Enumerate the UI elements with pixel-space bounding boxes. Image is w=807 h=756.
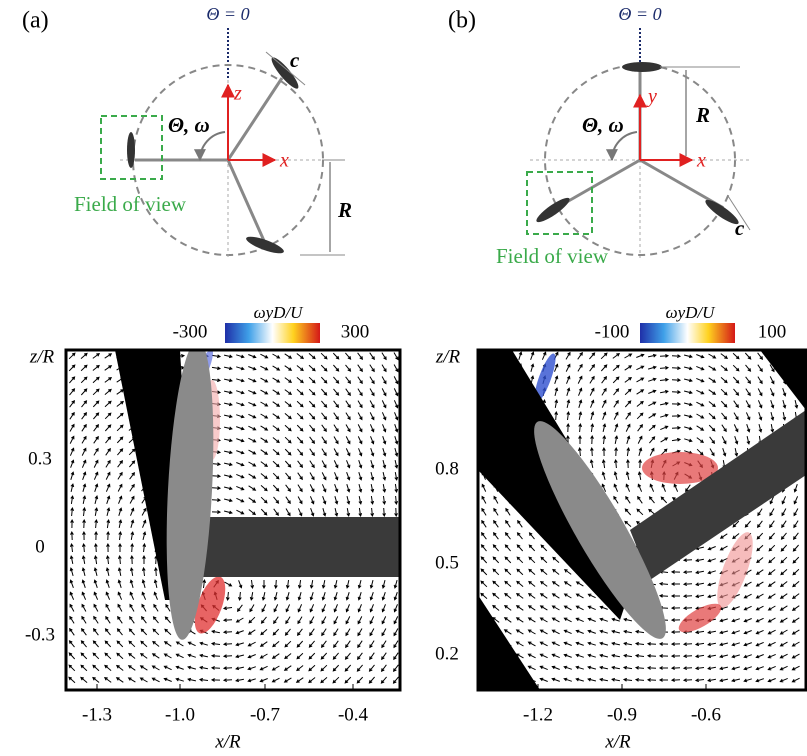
diagram-a: (a) Θ = 0 z x Θ, ω c R Field of view	[22, 4, 352, 258]
colorbar-max: 300	[341, 321, 370, 342]
x-tick-label: -0.6	[691, 704, 721, 725]
shape	[534, 421, 666, 639]
shape	[225, 323, 320, 343]
theta-zero: Θ = 0	[206, 4, 249, 24]
shape	[557, 158, 641, 209]
shape	[536, 197, 570, 223]
colorbar-max: 100	[758, 321, 787, 342]
plot-b: ωyD/U -100 100 z/R x/R -1.2 -0.9 -0.6 0.8 0.…	[435, 303, 807, 752]
shape: -1.2 -0.9 -0.6 0.8 0.5 0.2	[435, 458, 721, 725]
y-tick-label: 0.8	[435, 458, 459, 479]
y-tick-label: 0	[35, 536, 45, 557]
shape	[135, 77, 284, 244]
shape	[265, 51, 306, 86]
shape	[622, 62, 662, 72]
y-label: z/R	[435, 346, 461, 367]
shape	[534, 353, 556, 403]
panel-label: (a)	[22, 8, 49, 34]
shape	[193, 131, 226, 162]
x-label: x/R	[214, 731, 241, 752]
shape	[478, 350, 806, 690]
field-of-view: Field of view	[496, 244, 609, 268]
colorbar-min: -300	[173, 321, 208, 342]
theta-zero: Θ = 0	[618, 4, 661, 24]
radius: R	[695, 103, 710, 127]
x-label: x/R	[604, 731, 631, 752]
shape: -1.3 -1.0 -0.7 -0.4 0.3 0 -0.3	[25, 448, 369, 725]
x-tick-label: -1.3	[82, 704, 112, 725]
plot-a: ωyD/U -300 300 z/R x/R -1.3 -1.0 -0.7 -0.4 0…	[25, 303, 402, 752]
shape	[727, 195, 751, 231]
shape	[127, 132, 135, 168]
shape	[640, 323, 735, 343]
field-of-view: Field of view	[74, 192, 187, 216]
shape	[630, 410, 806, 580]
shape	[526, 171, 593, 235]
colorbar-title: ωyD/U	[666, 303, 717, 322]
shape	[271, 57, 299, 89]
shape	[226, 77, 284, 161]
shape	[166, 350, 214, 640]
y-label: z/R	[29, 346, 55, 367]
chord: c	[735, 216, 745, 240]
shape	[194, 576, 226, 634]
shape	[760, 350, 806, 410]
shape	[642, 452, 718, 484]
chord: c	[290, 48, 300, 72]
shape	[639, 158, 723, 209]
shape	[717, 532, 753, 608]
axis-right: x	[279, 150, 289, 172]
shape	[226, 159, 267, 244]
axis-up: y	[646, 86, 657, 108]
shape	[64, 348, 402, 692]
diagram-b: (b) Θ = 0 y x Θ, ω R c Field of view	[448, 4, 751, 268]
y-tick-label: -0.3	[25, 624, 55, 645]
y-tick-label: 0.2	[435, 643, 459, 664]
x-tick-label: -1.2	[523, 704, 553, 725]
shape	[200, 517, 400, 577]
rotation: Θ, ω	[168, 113, 210, 137]
panel-label: (b)	[448, 8, 476, 34]
shape	[100, 115, 163, 180]
x-tick-label: -0.7	[250, 704, 280, 725]
shape	[476, 348, 807, 692]
shape	[246, 236, 284, 254]
axis-right: x	[696, 150, 706, 172]
colorbar-title: ωyD/U	[254, 303, 305, 322]
x-tick-label: -0.9	[607, 704, 637, 725]
y-tick-label: 0.5	[435, 552, 459, 573]
x-tick-label: -1.0	[165, 704, 195, 725]
shape	[66, 350, 400, 690]
colorbar-min: -100	[595, 321, 630, 342]
shape	[705, 199, 739, 225]
shape	[478, 595, 540, 690]
x-tick-label: -0.4	[338, 704, 369, 725]
rotation: Θ, ω	[582, 113, 624, 137]
y-tick-label: 0.3	[28, 448, 52, 469]
axis-up: z	[233, 83, 242, 105]
shape	[605, 131, 638, 162]
shape	[678, 603, 722, 633]
radius: R	[337, 198, 352, 222]
